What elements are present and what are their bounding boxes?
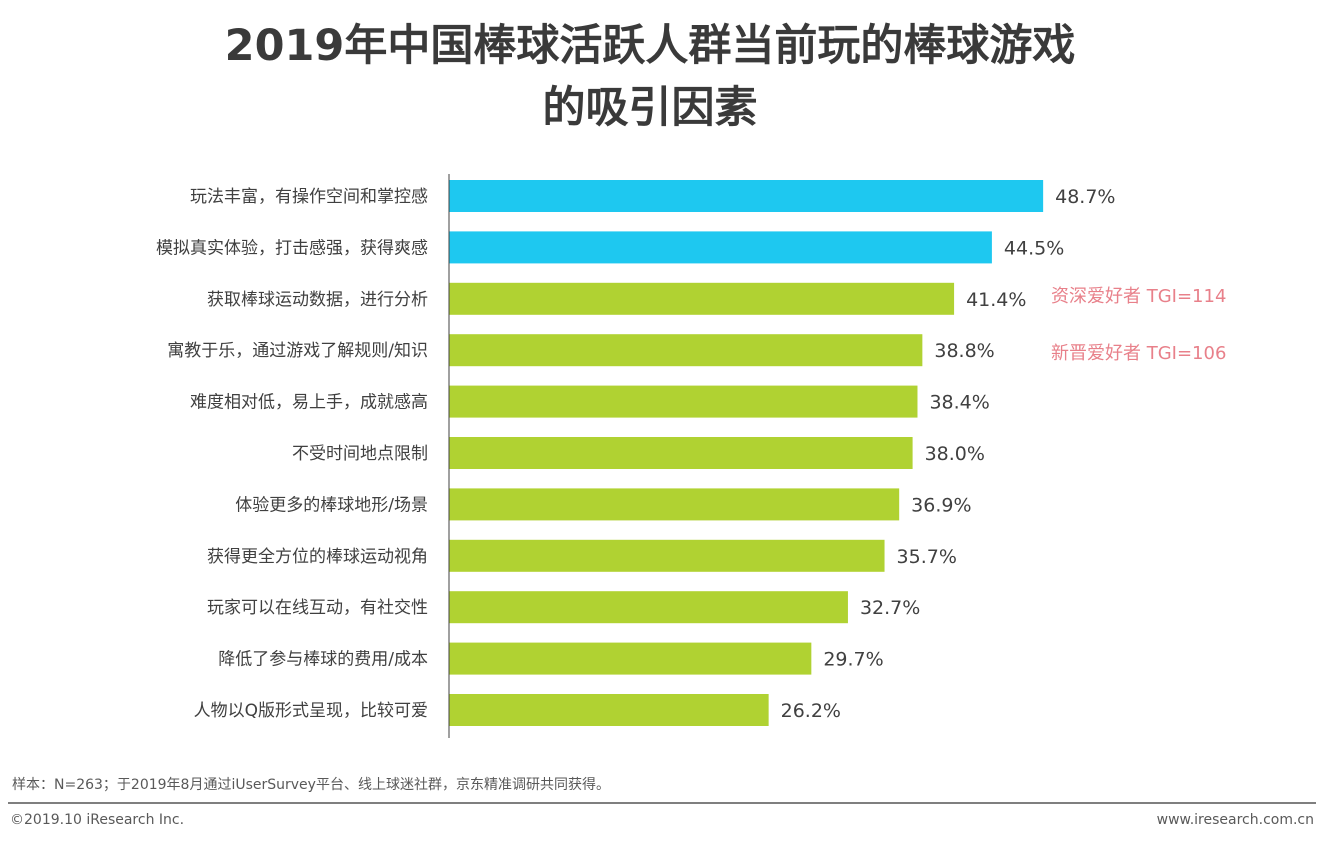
- bar: [449, 488, 900, 521]
- value-label: 32.7%: [860, 597, 920, 619]
- bar: [449, 642, 812, 675]
- bar: [449, 282, 955, 315]
- value-label: 38.8%: [934, 340, 994, 362]
- bar: [449, 385, 918, 418]
- value-label: 38.4%: [929, 392, 989, 414]
- category-label: 模拟真实体验，打击感强，获得爽感: [156, 238, 428, 258]
- bar-chart: 玩法丰富，有操作空间和掌控感 48.7% 模拟真实体验，打击感强，获得爽感 44.5%…: [156, 174, 1226, 738]
- chart-title-line-1: 2019年中国棒球活跃人群当前玩的棒球游戏: [224, 21, 1076, 71]
- value-label: 35.7%: [897, 546, 957, 568]
- value-label: 29.7%: [823, 649, 883, 671]
- bar: [449, 437, 913, 469]
- category-label: 难度相对低，易上手，成就感高: [190, 393, 428, 413]
- chart-title-line-2: 的吸引因素: [542, 83, 758, 133]
- category-label: 玩家可以在线互动，有社交性: [207, 598, 428, 618]
- category-label: 人物以Q版形式呈现，比较可爱: [194, 701, 428, 721]
- value-label: 26.2%: [781, 700, 841, 722]
- sample-note: 样本：N=263；于2019年8月通过iUserSurvey平台、线上球迷社群，…: [12, 777, 610, 793]
- tgi-annotation: 新晋爱好者 TGI=106: [1051, 343, 1226, 364]
- category-label: 获得更全方位的棒球运动视角: [207, 547, 428, 567]
- footer-divider: [8, 802, 1316, 804]
- category-label: 降低了参与棒球的费用/成本: [218, 650, 428, 670]
- value-label: 36.9%: [911, 494, 971, 516]
- copyright: ©2019.10 iResearch Inc.: [10, 812, 185, 828]
- value-label: 44.5%: [1004, 237, 1064, 259]
- value-label: 38.0%: [925, 443, 985, 465]
- category-label: 玩法丰富，有操作空间和掌控感: [190, 187, 428, 207]
- bar: [449, 694, 769, 726]
- bar: [449, 180, 1044, 212]
- tgi-annotation: 资深爱好者 TGI=114: [1051, 286, 1226, 307]
- bar: [449, 231, 992, 264]
- category-label: 不受时间地点限制: [292, 444, 428, 464]
- category-label: 体验更多的棒球地形/场景: [235, 495, 428, 515]
- value-label: 41.4%: [966, 289, 1026, 311]
- category-label: 获取棒球运动数据，进行分析: [207, 290, 428, 310]
- bar: [449, 591, 848, 624]
- website-link[interactable]: www.iresearch.com.cn: [1156, 812, 1314, 828]
- category-label: 寓教于乐，通过游戏了解规则/知识: [167, 341, 428, 361]
- value-label: 48.7%: [1055, 186, 1115, 208]
- bar: [449, 539, 885, 572]
- bar: [449, 334, 923, 367]
